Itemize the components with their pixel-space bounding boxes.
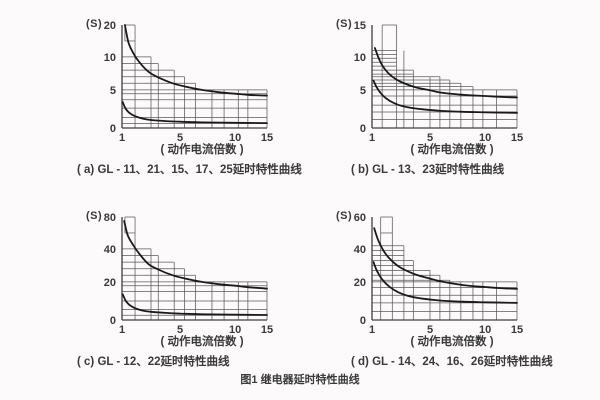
chart-a-xaxis-label: ( 动作电流倍数 )	[160, 144, 244, 156]
svg-text:1: 1	[119, 324, 125, 335]
svg-text:5: 5	[427, 132, 433, 143]
svg-text:15: 15	[354, 20, 366, 32]
svg-text:10: 10	[229, 324, 241, 335]
svg-text:0: 0	[360, 123, 366, 135]
axes	[371, 25, 517, 129]
lower-limit-curve	[121, 293, 268, 316]
svg-text:5: 5	[110, 85, 116, 97]
axes	[371, 217, 517, 321]
svg-text:10: 10	[479, 324, 491, 335]
chart-b-xaxis-label: ( 动作电流倍数 )	[410, 144, 494, 156]
svg-text:5: 5	[177, 132, 183, 143]
upper-limit-curve	[124, 24, 268, 97]
svg-text:15: 15	[261, 132, 273, 143]
axes	[121, 25, 267, 129]
svg-text:80: 80	[104, 212, 116, 224]
chart-b-unit-label: (S)	[336, 18, 353, 30]
chart-b: (S) 0 5 10 15 1 5 10 15 ( 动作电流倍数 ) ( b) GL - 13…	[325, 12, 565, 184]
chart-c: (S) 0 20 40 80 1 5 10 15 ( 动作电流倍数 ) ( c) GL - 1…	[75, 204, 315, 376]
chart-b-caption: ( b) GL - 13、23延时特性曲线	[351, 164, 505, 176]
chart-c-unit-label: (S)	[86, 210, 103, 222]
svg-text:15: 15	[511, 324, 523, 335]
svg-text:40: 40	[104, 244, 116, 256]
svg-text:1: 1	[369, 132, 375, 143]
chart-d-xaxis-label: ( 动作电流倍数 )	[410, 336, 494, 348]
svg-text:5: 5	[360, 85, 366, 97]
svg-text:10: 10	[229, 132, 241, 143]
svg-text:15: 15	[261, 324, 273, 335]
step-grid	[372, 216, 518, 320]
figure-caption: 图1 继电器延时特性曲线	[240, 374, 360, 386]
characteristic-curves	[372, 227, 518, 304]
svg-text:10: 10	[104, 52, 116, 64]
svg-text:0: 0	[110, 123, 116, 135]
lower-limit-curve	[121, 101, 268, 124]
svg-text:20: 20	[104, 20, 116, 32]
chart-c-caption: ( c) GL - 12、22延时特性曲线	[77, 356, 230, 368]
chart-c-xaxis-label: ( 动作电流倍数 )	[160, 336, 244, 348]
svg-text:40: 40	[354, 244, 366, 256]
svg-text:10: 10	[479, 132, 491, 143]
svg-text:60: 60	[354, 212, 366, 224]
svg-text:15: 15	[511, 132, 523, 143]
svg-text:20: 20	[104, 277, 116, 289]
svg-text:0: 0	[110, 315, 116, 327]
chart-d-caption: ( d) GL - 14、24、16、26延时特性曲线	[351, 356, 553, 368]
upper-limit-curve	[374, 47, 518, 99]
lower-limit-curve	[372, 79, 518, 114]
characteristic-curves	[372, 47, 518, 114]
axes	[121, 217, 267, 321]
svg-text:1: 1	[119, 132, 125, 143]
characteristic-curves	[121, 220, 268, 316]
svg-text:5: 5	[177, 324, 183, 335]
lower-limit-curve	[372, 261, 518, 304]
svg-text:5: 5	[427, 324, 433, 335]
step-grid	[122, 216, 268, 320]
svg-text:0: 0	[360, 315, 366, 327]
upper-limit-curve	[123, 220, 268, 290]
chart-d-unit-label: (S)	[336, 210, 353, 222]
chart-d: (S) 0 20 40 60 1 5 10 15 ( 动作电流倍数 ) ( d) GL - 1…	[325, 204, 565, 376]
svg-text:20: 20	[354, 277, 366, 289]
svg-text:10: 10	[354, 52, 366, 64]
chart-a-caption: ( a) GL - 11、21、15、17、25延时特性曲线	[77, 164, 302, 176]
upper-limit-curve	[373, 227, 518, 290]
step-grid	[122, 24, 268, 128]
chart-a: (S) 0 5 10 20 1 5 10 15 ( 动作电流倍数 ) ( a) GL - 11…	[75, 12, 315, 184]
svg-text:1: 1	[369, 324, 375, 335]
chart-a-unit-label: (S)	[86, 18, 103, 30]
characteristic-curves	[121, 24, 268, 124]
